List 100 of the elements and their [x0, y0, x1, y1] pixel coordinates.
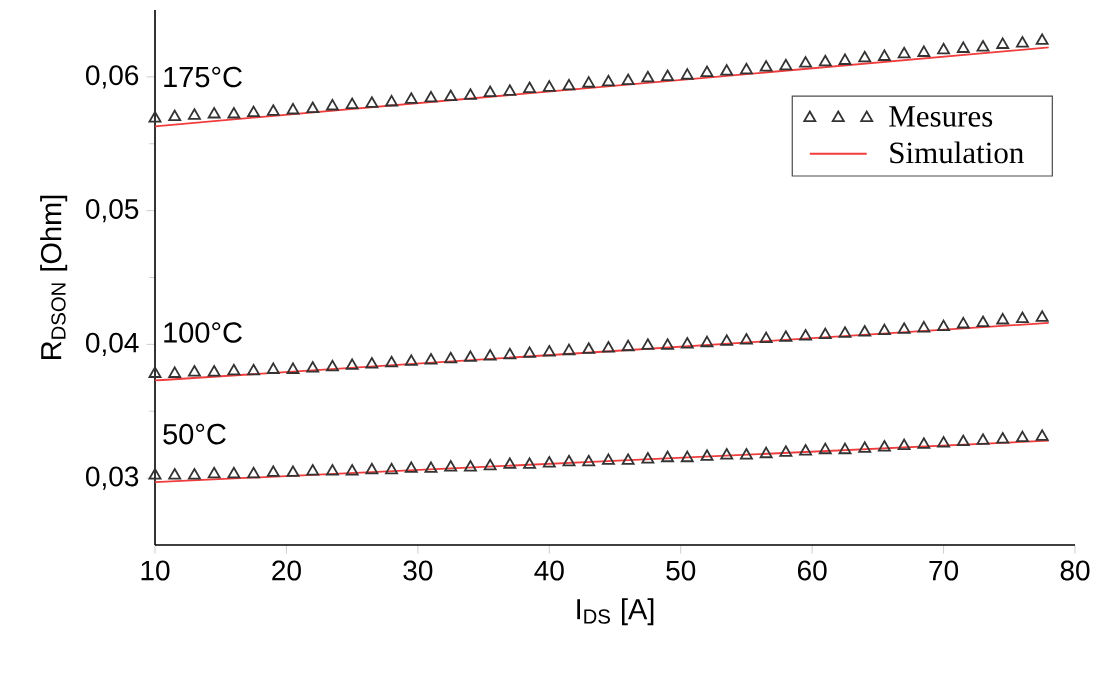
point [976, 433, 990, 445]
point [227, 466, 241, 479]
point [523, 81, 537, 94]
point [917, 321, 931, 333]
point [917, 437, 931, 449]
point [424, 461, 438, 473]
point [247, 105, 261, 118]
point [227, 107, 241, 119]
point [601, 74, 615, 87]
point [720, 64, 734, 76]
point [858, 50, 872, 63]
point [877, 323, 891, 336]
point [877, 440, 891, 452]
point [187, 365, 201, 377]
y-axis-title: R$_{DSON}$ [Ohm] [40, 195, 68, 359]
point [720, 334, 734, 346]
point [641, 338, 655, 350]
point [601, 453, 615, 465]
point [562, 78, 576, 91]
point [286, 362, 300, 374]
point [503, 457, 517, 469]
point [621, 339, 635, 352]
point [1015, 430, 1029, 443]
point [680, 337, 694, 349]
point [523, 346, 537, 358]
x-tick-label: 70 [929, 560, 959, 581]
x-axis-title: I$_{DS}$ [A] [577, 598, 654, 626]
x-tick-label: 40 [534, 560, 564, 581]
annotation: 100°C [164, 322, 242, 343]
point [542, 80, 556, 92]
point [286, 465, 300, 477]
point [523, 457, 537, 469]
point [739, 448, 753, 460]
y-tick-label: 0,05 [86, 199, 139, 223]
point [325, 359, 339, 372]
point [917, 45, 931, 57]
point [463, 88, 477, 100]
point [463, 460, 477, 472]
point [858, 325, 872, 337]
point [739, 333, 753, 345]
point [227, 363, 241, 376]
point [424, 90, 438, 103]
point [306, 361, 320, 373]
x-tick-label: 50 [666, 560, 696, 581]
point [739, 62, 753, 75]
point [700, 65, 714, 77]
point [1035, 310, 1049, 322]
point [1015, 36, 1029, 48]
x-tick-label: 80 [1060, 560, 1090, 581]
point [503, 84, 517, 96]
point [385, 355, 399, 368]
point [582, 342, 596, 354]
point [148, 468, 162, 480]
point [168, 366, 182, 378]
point [799, 56, 813, 68]
annotation: 50°C [163, 423, 226, 445]
point [1035, 429, 1049, 441]
point [345, 97, 359, 110]
point [1035, 33, 1049, 45]
point [779, 58, 793, 71]
point [286, 103, 300, 115]
point [641, 452, 655, 464]
point [621, 453, 635, 465]
point [818, 327, 832, 340]
point [601, 341, 615, 353]
point [424, 353, 438, 365]
point [365, 96, 379, 108]
point [325, 99, 339, 111]
y-tick-label: 0,04 [86, 332, 139, 356]
point [897, 438, 911, 451]
point [168, 468, 182, 480]
point [345, 358, 359, 370]
point [858, 441, 872, 453]
x-tick-label: 30 [403, 560, 433, 581]
point [897, 46, 911, 59]
point [937, 436, 951, 448]
y-tick-label: 0,06 [86, 65, 139, 89]
point [463, 350, 477, 362]
point [799, 329, 813, 341]
point [897, 322, 911, 334]
point [247, 363, 261, 376]
point [404, 461, 418, 473]
point [345, 464, 359, 476]
x-tick-label: 10 [141, 560, 170, 581]
point [720, 448, 734, 460]
point [542, 345, 556, 357]
point [306, 464, 320, 476]
point [404, 92, 418, 104]
point [956, 317, 970, 329]
point [207, 466, 221, 479]
point [779, 330, 793, 342]
point [680, 68, 694, 80]
point [247, 466, 261, 479]
point [976, 40, 990, 52]
point [641, 70, 655, 83]
point [365, 462, 379, 475]
point [937, 42, 951, 55]
point [877, 49, 891, 61]
point [444, 351, 458, 364]
point [266, 104, 280, 116]
